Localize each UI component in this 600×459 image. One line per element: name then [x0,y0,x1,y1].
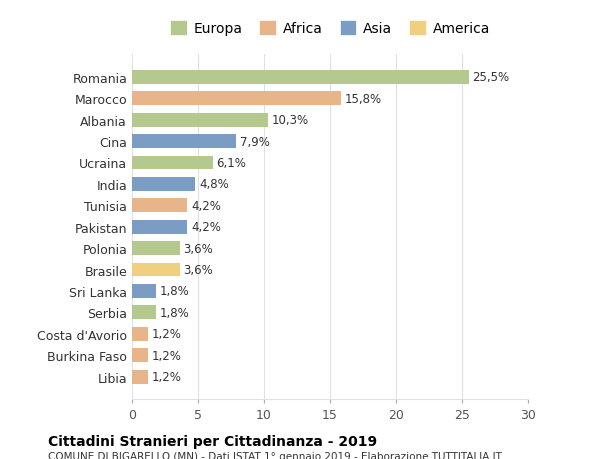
Text: 4,8%: 4,8% [199,178,229,191]
Legend: Europa, Africa, Asia, America: Europa, Africa, Asia, America [166,17,494,40]
Text: 6,1%: 6,1% [217,157,247,170]
Bar [132,178,196,191]
Text: 7,9%: 7,9% [240,135,270,148]
Bar [132,370,148,384]
Bar [132,199,187,213]
Text: 1,2%: 1,2% [152,349,182,362]
Text: 4,2%: 4,2% [191,221,221,234]
Bar [132,348,148,362]
Text: 1,8%: 1,8% [160,306,190,319]
Text: 3,6%: 3,6% [184,263,213,276]
Text: 1,8%: 1,8% [160,285,190,298]
Text: 1,2%: 1,2% [152,370,182,383]
Bar [132,220,187,234]
Bar [132,284,156,298]
Text: 25,5%: 25,5% [473,71,509,84]
Bar [132,306,156,319]
Text: 3,6%: 3,6% [184,242,213,255]
Text: 1,2%: 1,2% [152,328,182,341]
Text: 4,2%: 4,2% [191,199,221,213]
Text: COMUNE DI BIGARELLO (MN) - Dati ISTAT 1° gennaio 2019 - Elaborazione TUTTITALIA.: COMUNE DI BIGARELLO (MN) - Dati ISTAT 1°… [48,451,502,459]
Text: 10,3%: 10,3% [272,114,309,127]
Bar [132,241,179,256]
Bar [132,327,148,341]
Bar [132,92,341,106]
Bar [132,156,212,170]
Text: Cittadini Stranieri per Cittadinanza - 2019: Cittadini Stranieri per Cittadinanza - 2… [48,434,377,448]
Bar [132,71,469,84]
Bar [132,263,179,277]
Bar [132,113,268,127]
Bar [132,135,236,149]
Text: 15,8%: 15,8% [344,93,382,106]
